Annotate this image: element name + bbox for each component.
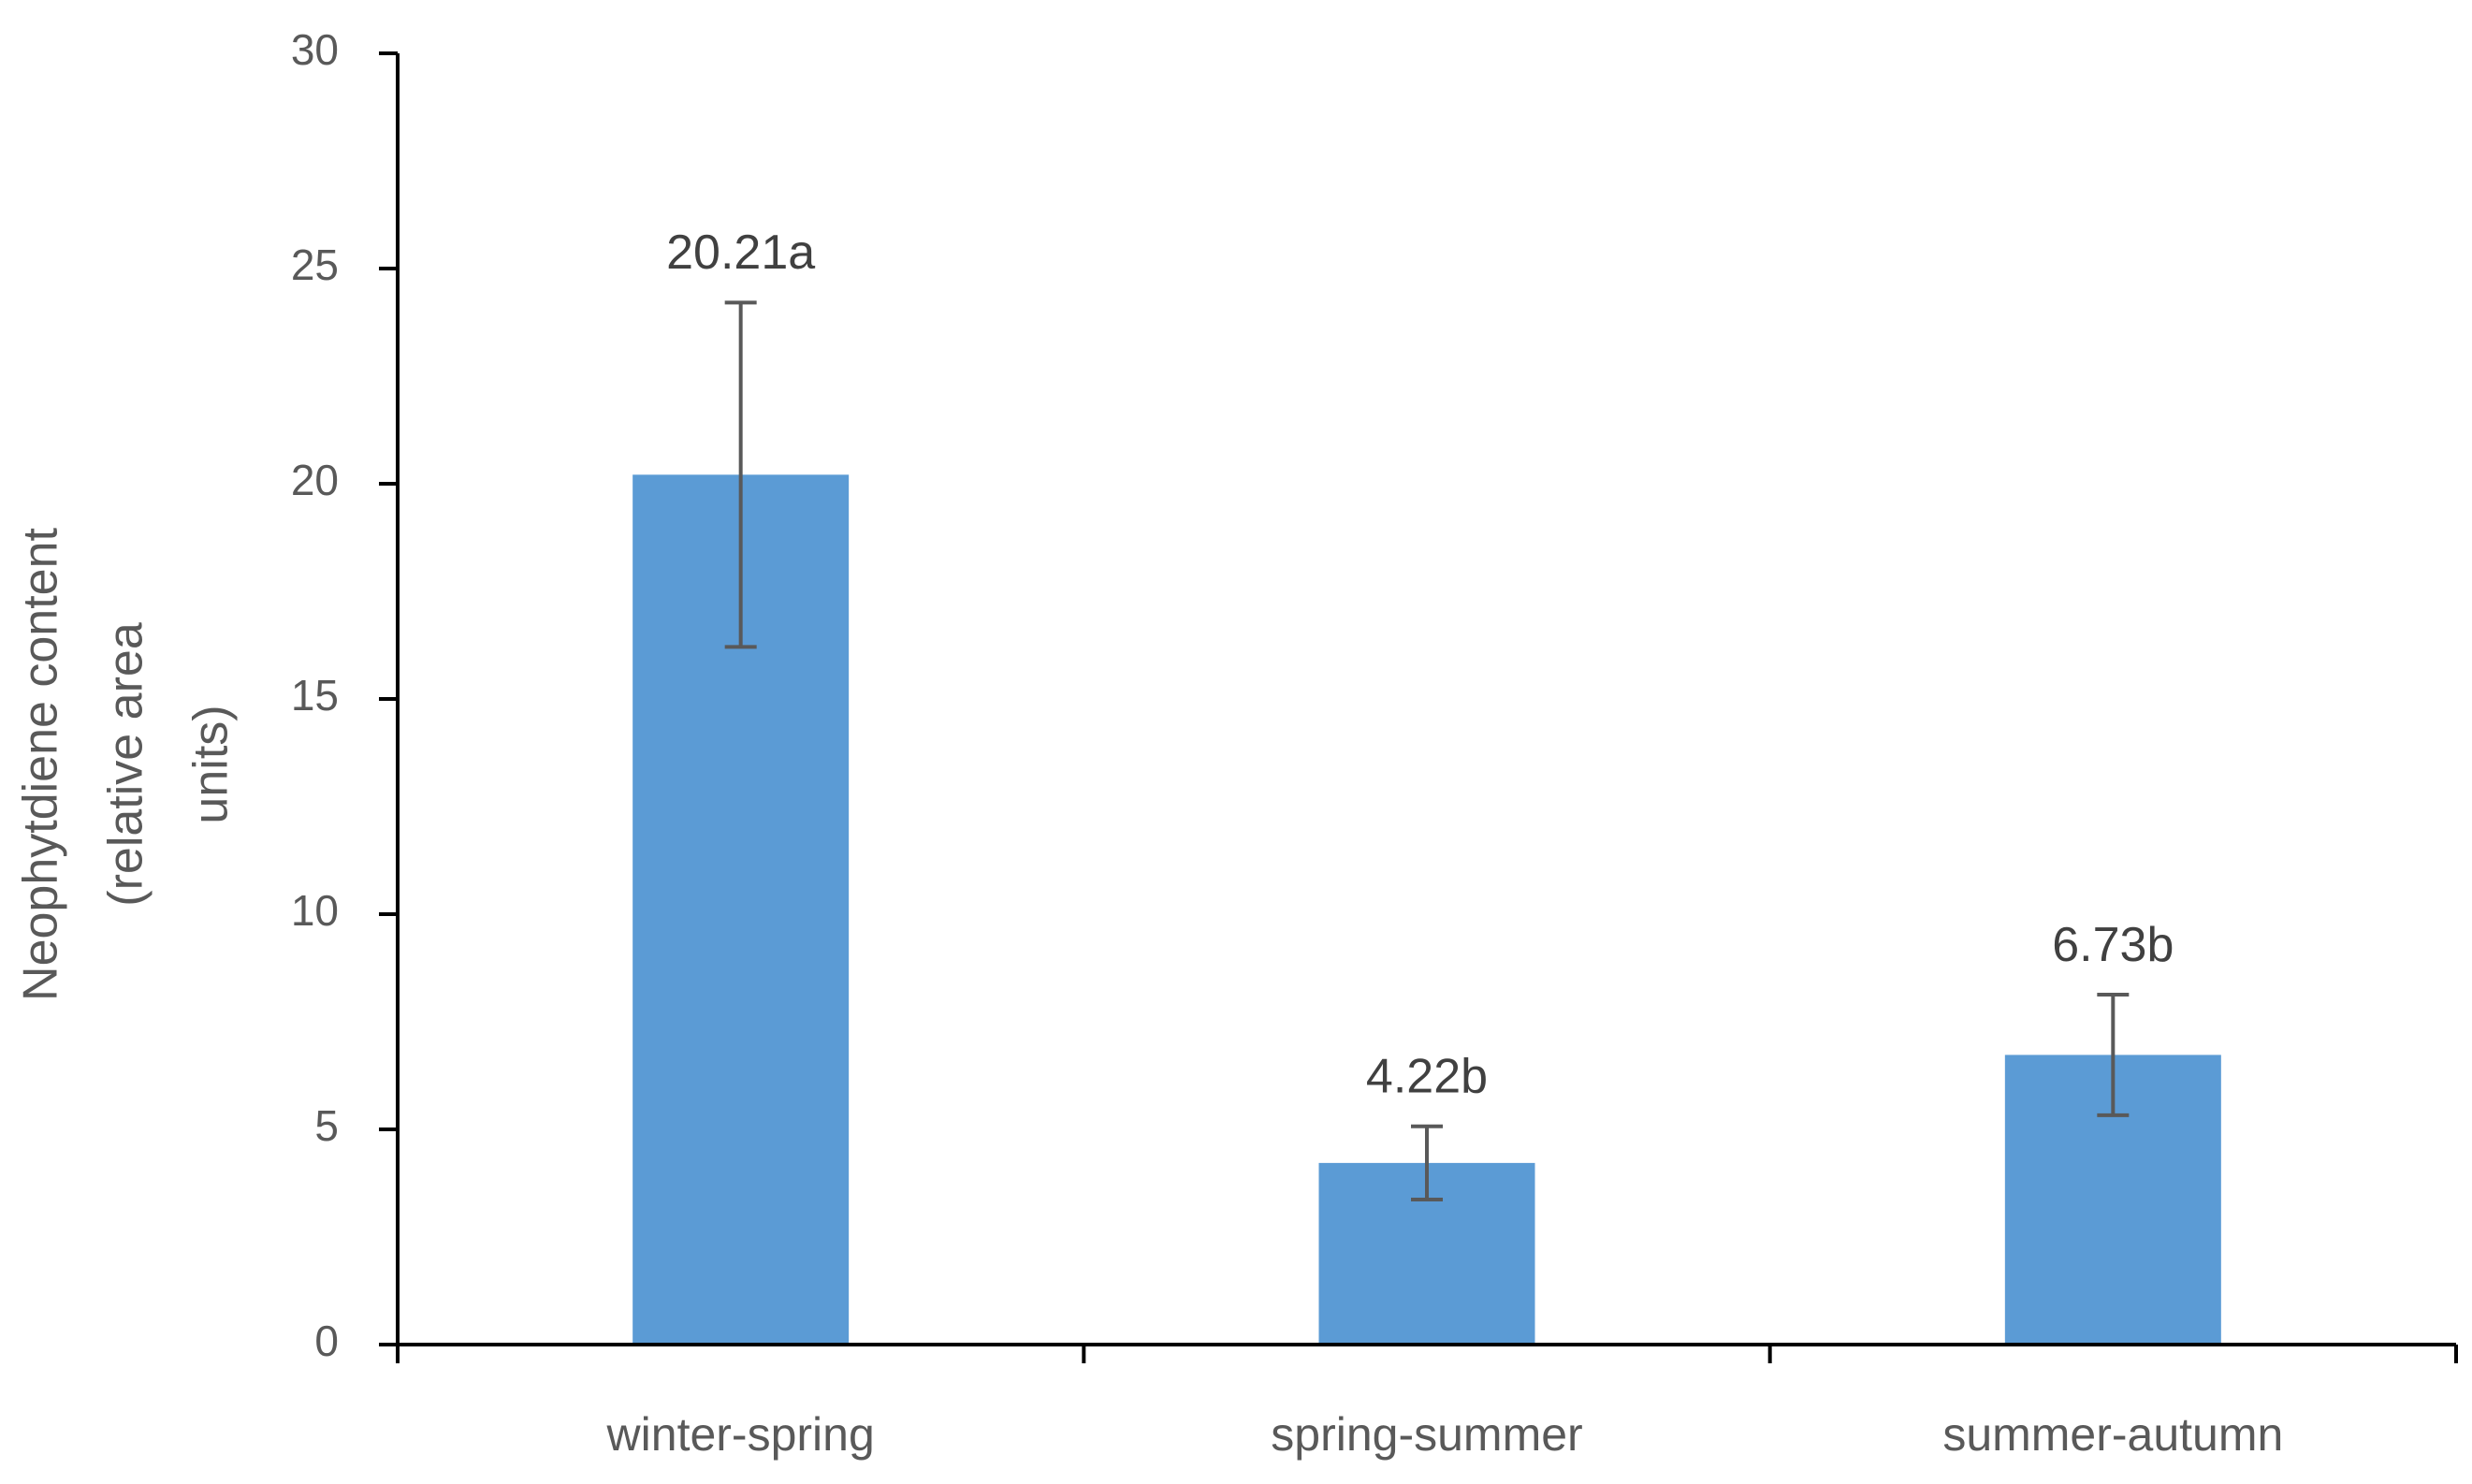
x-tick-label: summer-autumn [1942, 1408, 2283, 1461]
y-tick-label: 30 [291, 25, 339, 74]
y-axis-label: (relative area [99, 622, 153, 907]
error-bar [2097, 993, 2130, 1117]
y-tick-label: 25 [291, 240, 339, 289]
x-tick-label: spring-summer [1271, 1408, 1582, 1461]
error-bar [724, 300, 757, 649]
y-tick-label: 20 [291, 456, 339, 504]
y-axis-label: Neophytdiene content [14, 527, 68, 1000]
data-label: 6.73b [2052, 918, 2174, 972]
y-tick-label: 5 [314, 1101, 339, 1150]
x-tick-label: winter-spring [606, 1408, 875, 1461]
y-axis-label: units) [184, 705, 239, 823]
data-label: 4.22b [1366, 1050, 1488, 1104]
y-tick-label: 0 [314, 1317, 339, 1365]
y-tick-label: 15 [291, 671, 339, 720]
error-bar [1411, 1124, 1443, 1201]
data-label: 20.21a [666, 226, 815, 280]
y-tick-label: 10 [291, 886, 339, 935]
